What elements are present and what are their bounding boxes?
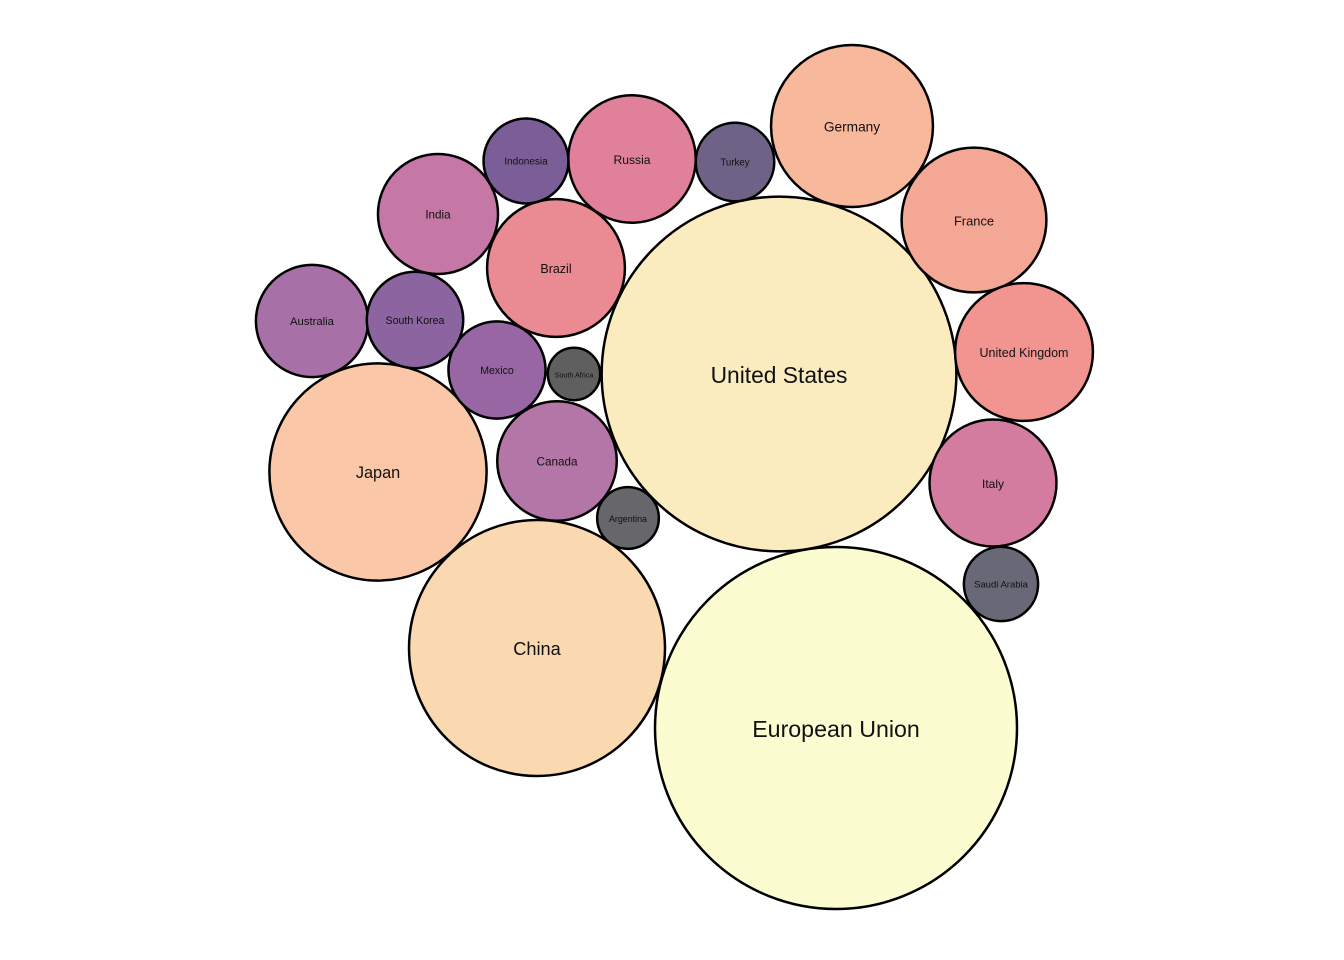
bubble-label-brazil: Brazil — [540, 262, 571, 276]
bubble-saudi-arabia: Saudi Arabia — [962, 545, 1040, 623]
bubble-circle-european-union — [653, 545, 1019, 911]
bubble-label-canada: Canada — [537, 456, 578, 469]
bubble-turkey: Turkey — [694, 121, 776, 203]
bubble-circle-united-states — [600, 195, 958, 553]
bubble-circle-turkey — [694, 121, 776, 203]
bubble-united-kingdom: United Kingdom — [953, 281, 1095, 423]
bubble-label-turkey: Turkey — [720, 158, 749, 169]
bubble-japan: Japan — [268, 362, 488, 582]
bubble-italy: Italy — [928, 418, 1058, 548]
bubble-label-france: France — [954, 214, 994, 229]
bubble-label-indonesia: Indonesia — [504, 157, 548, 168]
bubble-label-mexico: Mexico — [480, 365, 514, 377]
bubble-circle-france — [900, 146, 1048, 294]
bubble-circle-india — [376, 152, 500, 276]
bubble-label-united-kingdom: United Kingdom — [980, 346, 1069, 360]
bubble-label-australia: Australia — [290, 316, 335, 328]
bubble-france: France — [900, 146, 1048, 294]
bubble-label-argentina: Argentina — [609, 514, 647, 524]
bubble-circle-south-africa — [546, 346, 602, 402]
bubble-circle-south-korea — [365, 270, 465, 370]
bubble-label-south-korea: South Korea — [386, 315, 445, 327]
bubble-label-south-africa: South Africa — [555, 371, 594, 380]
bubble-circle-canada — [495, 399, 619, 523]
bubble-label-united-states: United States — [711, 362, 848, 388]
bubble-circle-saudi-arabia — [962, 545, 1040, 623]
bubble-circle-indonesia — [482, 117, 570, 205]
bubble-india: India — [376, 152, 500, 276]
bubble-australia: Australia — [254, 263, 370, 379]
bubble-circle-germany — [769, 43, 935, 209]
bubble-circle-italy — [928, 418, 1058, 548]
bubble-russia: Russia — [567, 94, 697, 224]
bubble-label-european-union: European Union — [752, 716, 920, 742]
bubble-circle-japan — [268, 362, 488, 582]
bubble-south-korea: South Korea — [365, 270, 465, 370]
bubble-label-china: China — [513, 639, 561, 659]
bubble-circle-brazil — [485, 197, 627, 339]
bubble-label-russia: Russia — [614, 153, 651, 167]
bubble-canada: Canada — [495, 399, 619, 523]
bubble-label-italy: Italy — [982, 477, 1004, 491]
bubble-united-states: United States — [600, 195, 958, 553]
bubble-circle-china — [407, 518, 667, 778]
bubble-european-union: European Union — [653, 545, 1019, 911]
bubble-china: China — [407, 518, 667, 778]
bubble-mexico: Mexico — [447, 320, 547, 420]
bubble-indonesia: Indonesia — [482, 117, 570, 205]
bubble-label-india: India — [425, 209, 451, 222]
bubble-circle-argentina — [595, 485, 661, 551]
bubble-south-africa: South Africa — [546, 346, 602, 402]
bubble-argentina: Argentina — [595, 485, 661, 551]
bubble-label-germany: Germany — [824, 120, 880, 135]
bubble-circle-united-kingdom — [953, 281, 1095, 423]
bubble-brazil: Brazil — [485, 197, 627, 339]
bubble-label-japan: Japan — [356, 464, 400, 482]
bubble-label-saudi-arabia: Saudi Arabia — [974, 580, 1029, 591]
bubble-germany: Germany — [769, 43, 935, 209]
bubble-circle-mexico — [447, 320, 547, 420]
